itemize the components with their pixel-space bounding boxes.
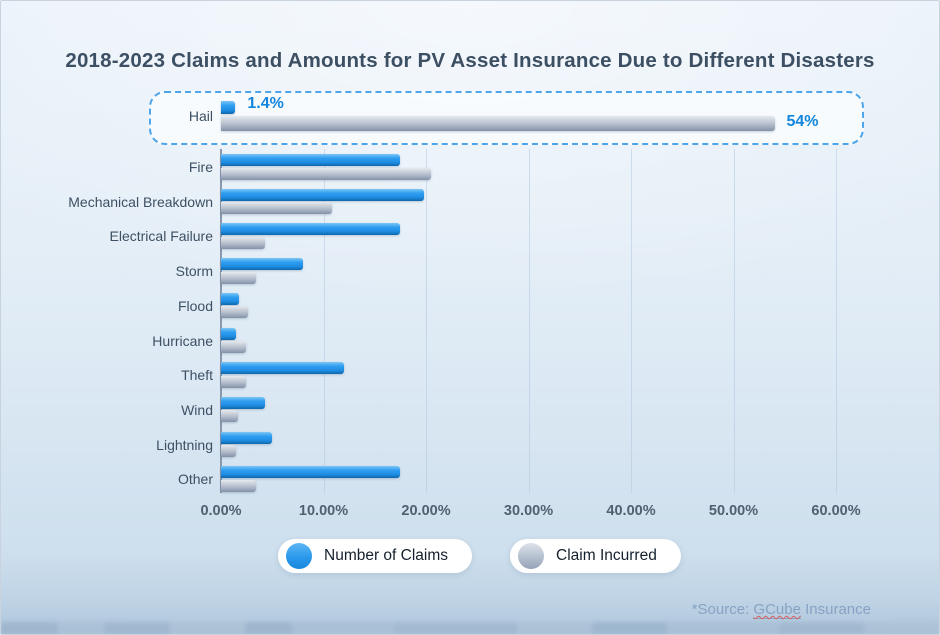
x-axis-tick-label: 50.00% [708, 503, 759, 519]
gcube-link[interactable]: GCube [753, 601, 801, 619]
category-label: Other [177, 471, 213, 488]
category-label: Theft [181, 367, 213, 384]
category-label-hail: Hail [188, 108, 213, 124]
bar-claim-incurred [221, 271, 256, 284]
chart-row-mechanical-breakdown: Mechanical Breakdown [1, 186, 939, 221]
chart-row-theft: Theft [1, 359, 939, 394]
legend-label-claim-incurred: Claim Incurred [556, 547, 657, 564]
chart-row-flood: Flood [1, 290, 939, 325]
category-label: Flood [177, 297, 213, 314]
source-prefix: *Source: [691, 601, 754, 618]
chart-title: 2018-2023 Claims and Amounts for PV Asse… [65, 49, 875, 72]
grid-line [528, 149, 530, 493]
category-label: Fire [188, 159, 213, 175]
hail-highlight-box: Hail 1.4% 54% [149, 91, 864, 145]
x-axis-tick-label: 30.00% [503, 503, 554, 519]
bar-number-of-claims [221, 258, 303, 271]
hail-claims-value-label: 1.4% [247, 95, 284, 112]
grid-line [426, 149, 427, 493]
legend-label-number-of-claims: Number of Claims [324, 547, 449, 564]
bar-number-of-claims [221, 431, 273, 444]
bar-claim-incurred [221, 202, 332, 215]
x-axis-tick-label: 20.00% [401, 503, 451, 519]
x-axis-tick-label: 40.00% [606, 503, 656, 519]
bar-number-of-claims [221, 327, 237, 340]
background-haze [1, 556, 939, 634]
legend-swatch-number-of-claims-icon [286, 543, 312, 569]
grid-line [631, 149, 632, 493]
chart-row-electrical-failure: Electrical Failure [1, 220, 939, 255]
chart-row-storm: Storm [1, 255, 939, 290]
legend: Number of Claims Claim Incurred [278, 539, 681, 573]
bar-claim-incurred [221, 445, 237, 458]
chart-rows: Fire Mechanical Breakdown Electrical Failu… [1, 151, 939, 499]
x-axis-tick-label: 10.00% [298, 503, 349, 519]
bar-claim-incurred [221, 236, 266, 249]
hail-bar-claim-incurred [221, 116, 775, 131]
bar-claim-incurred [221, 341, 246, 353]
grid-line [836, 149, 837, 493]
x-axis-tick-label: 0.00% [200, 503, 242, 519]
legend-item-claim-incurred: Claim Incurred [510, 539, 681, 573]
bar-claim-incurred [221, 167, 432, 180]
category-label: Lightning [156, 436, 213, 453]
source-suffix: Insurance [800, 601, 871, 618]
grid-line [733, 149, 735, 493]
bar-number-of-claims [221, 292, 240, 305]
chart-row-fire: Fire [1, 151, 939, 186]
bar-claim-incurred [221, 375, 246, 388]
category-label: Electrical Failure [109, 228, 213, 245]
bar-claim-incurred [221, 306, 248, 319]
chart-row-wind: Wind [1, 394, 939, 429]
category-label: Storm [175, 263, 213, 280]
category-label: Wind [181, 401, 213, 418]
chart-row-other: Other [1, 463, 939, 498]
hail-bar-number-of-claims [221, 101, 236, 114]
bar-number-of-claims [221, 362, 344, 375]
bar-claim-incurred [221, 479, 256, 492]
category-label: Mechanical Breakdown [68, 193, 213, 210]
bar-number-of-claims [221, 223, 401, 236]
x-axis: 0.00% 10.00% 20.00% 30.00% 40.00% 50.00% 60.00… [1, 503, 939, 523]
chart-row-hurricane: Hurricane [1, 325, 939, 360]
x-axis-tick-label: 60.00% [811, 503, 861, 519]
legend-swatch-claim-incurred-icon [518, 543, 545, 569]
bar-number-of-claims [221, 154, 401, 166]
bar-number-of-claims [221, 396, 266, 409]
grid-line [323, 149, 325, 493]
source-note: *Source: GCube Insurance [691, 601, 871, 619]
background-skyline [1, 622, 939, 634]
category-label: Hurricane [152, 332, 213, 349]
hail-incurred-value-label: 54% [786, 113, 819, 130]
y-axis-line [220, 149, 222, 493]
bar-number-of-claims [221, 466, 401, 479]
legend-item-number-of-claims: Number of Claims [278, 539, 473, 573]
chart-row-lightning: Lightning [1, 429, 939, 464]
bar-claim-incurred [221, 410, 239, 423]
bar-number-of-claims [221, 188, 424, 201]
